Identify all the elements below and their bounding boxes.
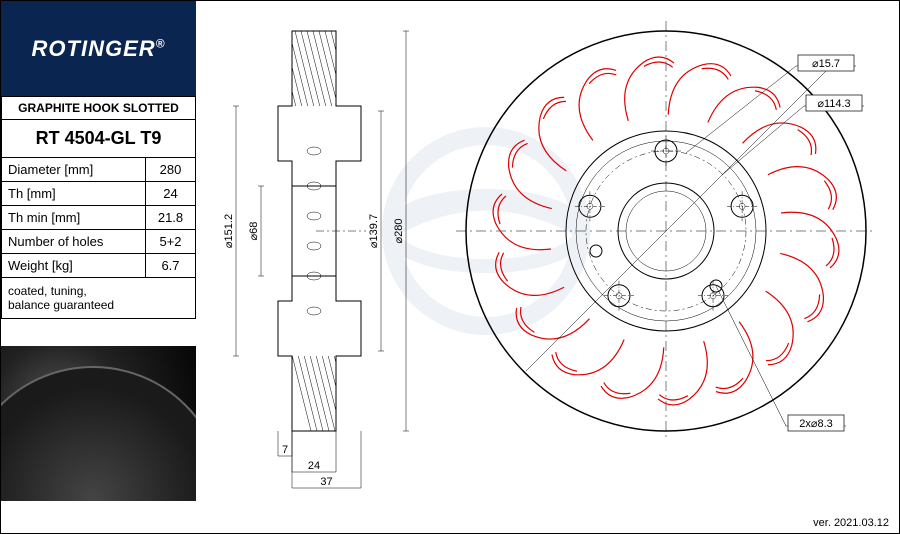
spec-label: Weight [kg]: [2, 254, 146, 278]
spec-value: 24: [146, 182, 196, 206]
section-view: ⌀151.2 ⌀68 ⌀139.7 ⌀280 7 2437: [206, 11, 680, 491]
notes-cell: coated, tuning, balance guaranteed: [2, 278, 196, 319]
disc-photo: [1, 346, 196, 501]
svg-text:37: 37: [320, 476, 332, 488]
technical-drawing: ⌀151.2 ⌀68 ⌀139.7 ⌀280 7 2437: [206, 11, 891, 511]
svg-text:⌀280: ⌀280: [393, 219, 405, 244]
svg-text:⌀114.3: ⌀114.3: [817, 98, 850, 110]
product-type: GRAPHITE HOOK SLOTTED: [2, 97, 196, 120]
spec-value: 6.7: [146, 254, 196, 278]
svg-text:⌀139.7: ⌀139.7: [368, 214, 380, 248]
spec-value: 21.8: [146, 206, 196, 230]
svg-text:⌀68: ⌀68: [248, 222, 260, 241]
spec-table: GRAPHITE HOOK SLOTTED RT 4504-GL T9 Diam…: [1, 96, 196, 319]
spec-label: Th [mm]: [2, 182, 146, 206]
spec-label: Number of holes: [2, 230, 146, 254]
svg-text:2x⌀8.3: 2x⌀8.3: [799, 418, 833, 430]
svg-text:⌀151.2: ⌀151.2: [223, 214, 235, 248]
spec-label: Th min [mm]: [2, 206, 146, 230]
spec-value: 5+2: [146, 230, 196, 254]
front-view: ⌀15.7 ⌀114.3 2x⌀8.3: [456, 21, 876, 441]
brand-text: ROTINGER®: [32, 36, 166, 62]
svg-text:7: 7: [282, 444, 288, 456]
version-label: ver. 2021.03.12: [813, 517, 889, 529]
page: ROTINGER® GRAPHITE HOOK SLOTTED RT 4504-…: [0, 0, 900, 534]
brand-logo: ROTINGER®: [1, 1, 196, 96]
svg-text:24: 24: [308, 460, 320, 472]
spec-label: Diameter [mm]: [2, 158, 146, 182]
spec-value: 280: [146, 158, 196, 182]
part-number: RT 4504-GL T9: [2, 120, 196, 158]
svg-text:⌀15.7: ⌀15.7: [812, 58, 840, 70]
